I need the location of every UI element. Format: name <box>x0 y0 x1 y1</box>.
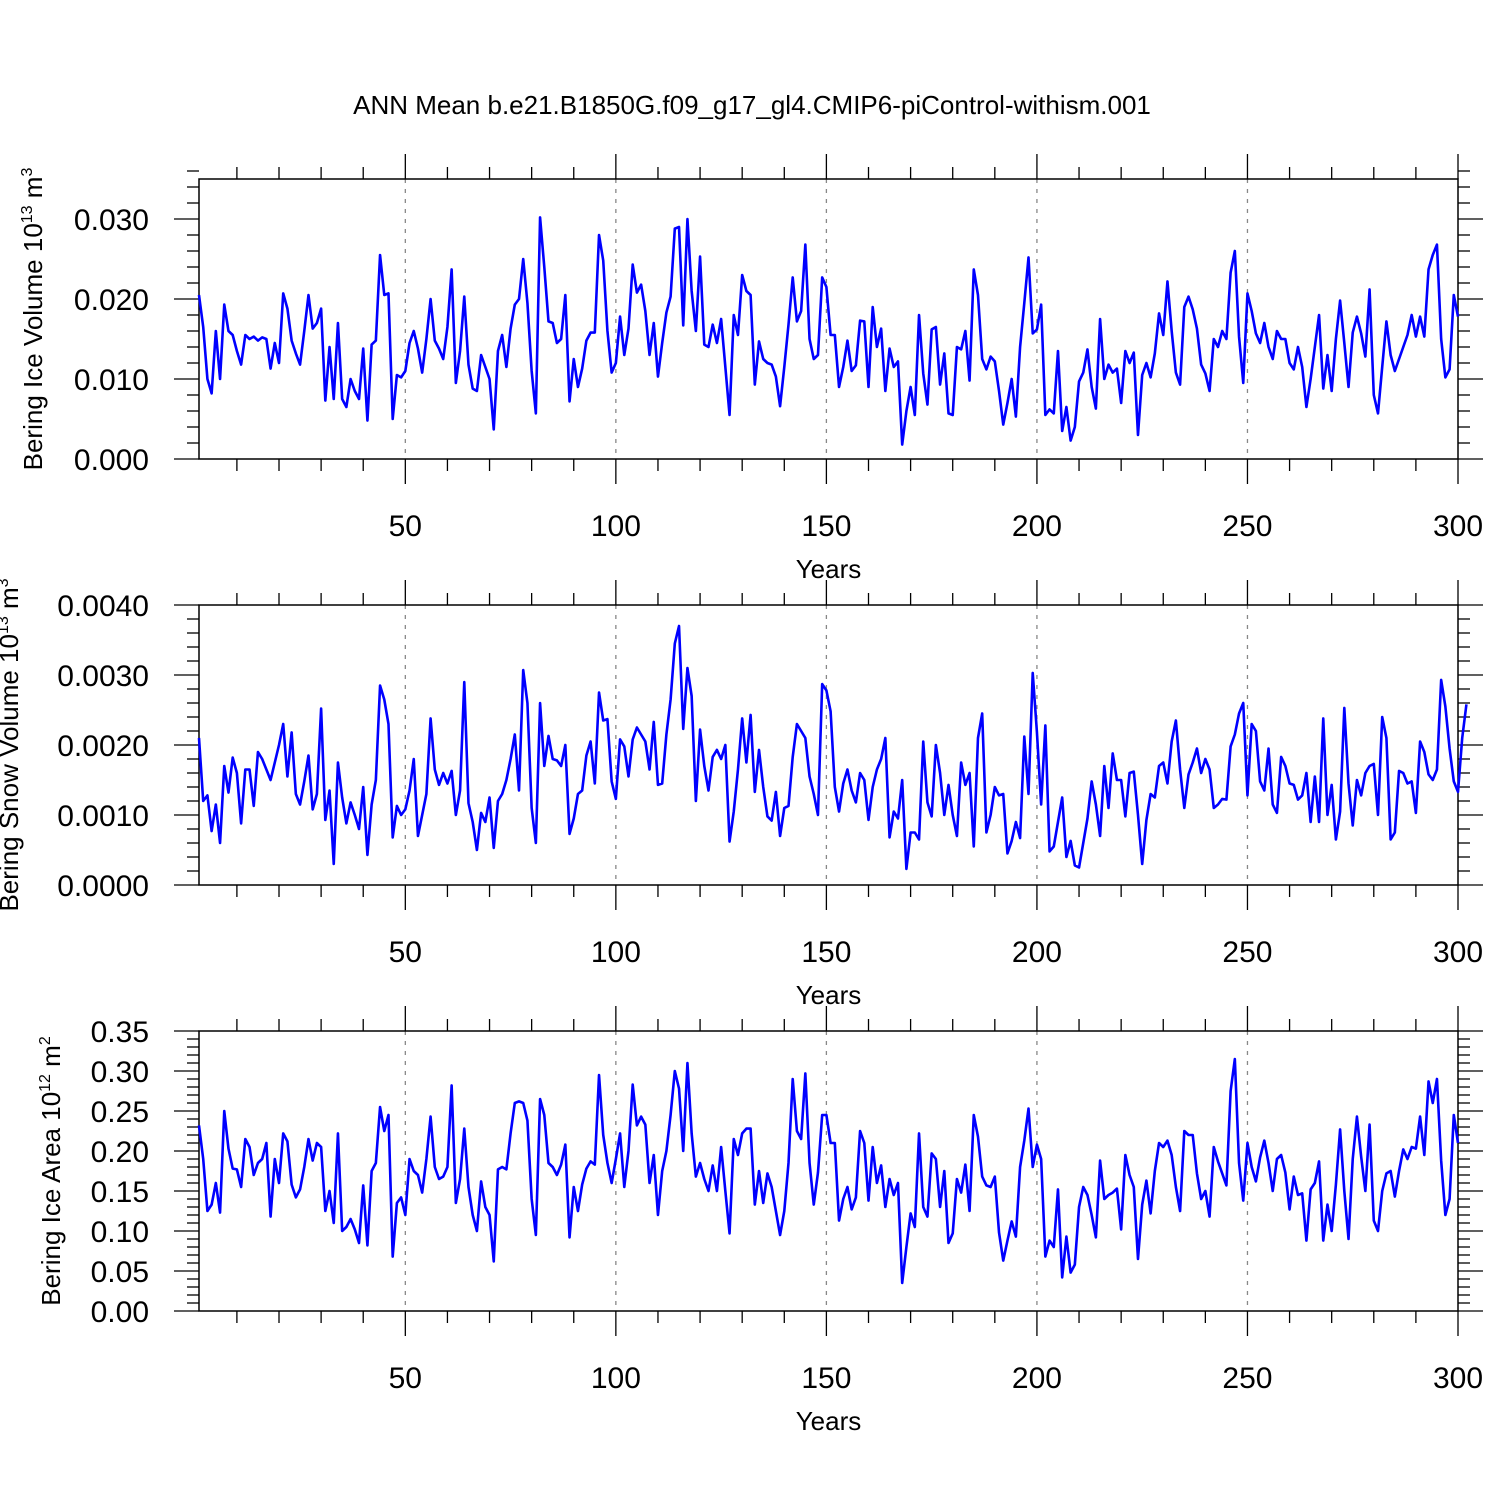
y-tick-label: 0.30 <box>91 1056 149 1089</box>
y-axis-title-yunit-base: 10 <box>0 634 24 663</box>
plot-frame <box>198 178 1459 460</box>
x-axis-title: Years <box>796 980 862 1010</box>
chart-title: ANN Mean b.e21.B1850G.f09_g17_gl4.CMIP6-… <box>353 90 1151 120</box>
y-tick-label: 0.0010 <box>57 800 149 833</box>
panel-ice-volume: 50 100 150 200 250 300 0.000 0.010 0.020 0.030 Yea… <box>18 154 1483 584</box>
y-axis-title: Bering Snow Volume 1013 m3 <box>0 578 24 911</box>
x-tick-label: 100 <box>591 510 641 543</box>
plot-frame <box>198 604 1459 886</box>
y-tick-label: 0.25 <box>91 1096 149 1129</box>
x-tick-label: 50 <box>389 936 422 969</box>
y-axis-title: Bering Ice Volume 1013 m3 <box>18 168 48 471</box>
y-axis-title-ylabel: Bering Snow Volume <box>0 663 24 912</box>
x-tick-label: 50 <box>389 510 422 543</box>
x-tick-label: 100 <box>591 1362 641 1395</box>
x-tick-label: 150 <box>801 1362 851 1395</box>
x-tick-label: 150 <box>801 510 851 543</box>
y-axis-title-yunit-tail-exp: 3 <box>0 578 12 587</box>
x-tick-label: 200 <box>1012 936 1062 969</box>
panel-snow-volume: 50 100 150 200 250 300 0.0000 0.0010 0.0020 0.003… <box>0 578 1483 1010</box>
y-axis-title-yunit-tail-exp: 2 <box>37 1036 54 1045</box>
x-tick-label: 250 <box>1222 1362 1272 1395</box>
y-tick-label: 0.020 <box>74 284 149 317</box>
y-tick-label: 0.0020 <box>57 730 149 763</box>
y-axis-title-yunit-tail: m <box>0 587 24 616</box>
x-tick-label: 300 <box>1433 936 1483 969</box>
x-tick-label: 50 <box>389 1362 422 1395</box>
y-axis-title-yunit-tail: m <box>36 1045 66 1074</box>
y-axis-title: Bering Ice Area 1012 m2 <box>36 1036 66 1306</box>
y-axis-title-yunit-base: 10 <box>18 223 48 252</box>
y-axis-title-yunit-exp: 12 <box>37 1074 54 1092</box>
y-tick-label: 0.0030 <box>57 660 149 693</box>
y-axis-title-yunit-exp: 13 <box>19 205 36 223</box>
plot-frame <box>198 1030 1459 1312</box>
series-line-snow-volume <box>197 624 1468 871</box>
x-tick-label: 300 <box>1433 510 1483 543</box>
series-line-ice-volume <box>197 216 1460 446</box>
y-tick-label: 0.20 <box>91 1136 149 1169</box>
panel-ice-area: 50 100 150 200 250 300 0.00 0.05 0.10 0.15 0.20 0.2… <box>36 1006 1483 1436</box>
y-axis-title-ylabel: Bering Ice Volume <box>18 252 48 470</box>
y-tick-label: 0.00 <box>91 1296 149 1329</box>
x-tick-label: 300 <box>1433 1362 1483 1395</box>
y-axis-title-yunit-base: 10 <box>36 1092 66 1121</box>
y-axis-title-yunit-tail: m <box>18 177 48 206</box>
x-tick-label: 200 <box>1012 510 1062 543</box>
y-tick-label: 0.0000 <box>57 870 149 903</box>
x-tick-label: 250 <box>1222 510 1272 543</box>
x-tick-label: 250 <box>1222 936 1272 969</box>
y-tick-label: 0.15 <box>91 1176 149 1209</box>
y-tick-label: 0.05 <box>91 1256 149 1289</box>
y-axis-title-yunit-tail-exp: 3 <box>19 168 36 177</box>
series-line-ice-area <box>197 1057 1460 1285</box>
y-tick-label: 0.35 <box>91 1016 149 1049</box>
y-tick-label: 0.10 <box>91 1216 149 1249</box>
y-tick-label: 0.010 <box>74 364 149 397</box>
y-axis-title-yunit-exp: 13 <box>0 616 12 634</box>
x-tick-label: 150 <box>801 936 851 969</box>
x-axis-title: Years <box>796 554 862 584</box>
y-tick-label: 0.000 <box>74 444 149 477</box>
x-axis-title: Years <box>796 1406 862 1436</box>
x-tick-label: 100 <box>591 936 641 969</box>
y-axis-title-ylabel: Bering Ice Area <box>36 1121 66 1306</box>
y-tick-label: 0.0040 <box>57 590 149 623</box>
x-tick-label: 200 <box>1012 1362 1062 1395</box>
y-tick-label: 0.030 <box>74 204 149 237</box>
